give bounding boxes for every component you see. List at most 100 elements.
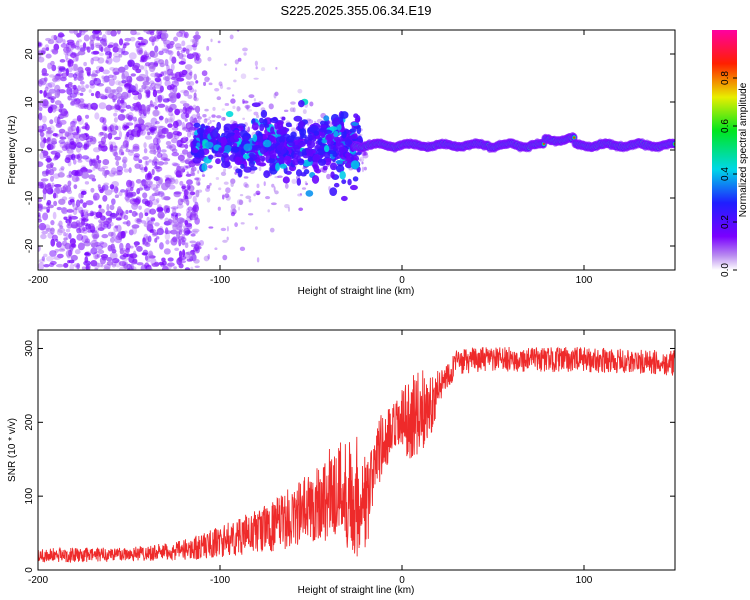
spectrogram-cell bbox=[95, 211, 103, 219]
spectrogram-cell bbox=[190, 233, 196, 237]
spectrogram-cell bbox=[168, 177, 175, 182]
spectrogram-cell bbox=[202, 114, 207, 118]
spectrogram-cell bbox=[40, 183, 48, 190]
spectrogram-cell bbox=[110, 89, 114, 96]
spectrogram-cell bbox=[176, 131, 183, 137]
spectrogram-cell bbox=[149, 31, 155, 36]
spectrogram-cell bbox=[243, 143, 253, 152]
spectrogram-cell bbox=[119, 146, 123, 153]
spectrogram-cell bbox=[48, 92, 53, 98]
spectrogram-cell bbox=[164, 58, 169, 67]
spectrogram-cell bbox=[122, 253, 129, 258]
spectrogram-cell bbox=[233, 79, 237, 83]
spectrogram-cell bbox=[76, 115, 82, 122]
spectrogram-cell bbox=[163, 248, 171, 255]
spectrogram-cell bbox=[81, 266, 86, 270]
spectrogram-cell bbox=[120, 189, 126, 193]
spectrogram-cell bbox=[189, 71, 193, 76]
spectrogram-cell bbox=[341, 179, 347, 185]
snr-x-tick-label: -200 bbox=[28, 575, 48, 586]
spectrogram-cell bbox=[79, 80, 85, 85]
spectrogram-cell bbox=[135, 179, 142, 184]
spectrogram-cell bbox=[105, 51, 112, 56]
spectrogram-cell bbox=[69, 243, 74, 252]
spectrogram-cell bbox=[88, 174, 96, 180]
spectrogram-cell bbox=[173, 266, 177, 270]
spectrogram-cell bbox=[156, 197, 160, 203]
spectrogram-cell bbox=[75, 176, 80, 182]
spectrogram-cell bbox=[185, 48, 190, 55]
spectrogram-cell bbox=[186, 210, 193, 219]
spectrogram-cell bbox=[109, 252, 118, 260]
spectrogram-cell bbox=[138, 117, 143, 124]
spectrogram-cell bbox=[75, 91, 80, 96]
spectrogram-cell bbox=[146, 220, 153, 228]
spectrogram-cell bbox=[291, 178, 297, 185]
spectrogram-cell bbox=[159, 226, 163, 230]
spectrogram-cell bbox=[55, 238, 59, 242]
spectrogram-cell bbox=[113, 136, 121, 140]
spectrogram-cell bbox=[145, 177, 151, 182]
spectrogram-cell bbox=[50, 60, 55, 66]
spectrogram-cell bbox=[316, 148, 326, 156]
spectrogram-cell bbox=[84, 211, 89, 219]
spectrogram-cell bbox=[181, 69, 188, 76]
spectrogram-y-tick-label: 20 bbox=[24, 48, 35, 60]
spectrogram-cell bbox=[208, 226, 214, 229]
spectrogram-cell bbox=[114, 103, 119, 109]
spectrogram-cell bbox=[63, 232, 67, 237]
spectrogram-cell bbox=[97, 57, 105, 64]
spectrogram-cell bbox=[45, 227, 52, 232]
spectrogram-cell bbox=[57, 171, 65, 178]
spectrogram-cell bbox=[190, 187, 194, 190]
spectrogram-cell bbox=[164, 217, 169, 223]
spectrogram-cell bbox=[107, 132, 113, 140]
spectrogram-cell bbox=[143, 50, 148, 57]
spectrogram-cell bbox=[116, 169, 123, 176]
colorbar-tick-label: 0.2 bbox=[720, 215, 731, 229]
spectrogram-cell bbox=[361, 166, 365, 173]
spectrogram-cell bbox=[38, 212, 41, 217]
spectrogram-cell bbox=[156, 145, 162, 154]
spectrogram-cell bbox=[157, 211, 165, 219]
spectrogram-cell bbox=[81, 212, 85, 217]
spectrogram-cell bbox=[118, 108, 127, 112]
spectrogram-cell bbox=[363, 166, 367, 171]
spectrogram-cell bbox=[112, 98, 116, 103]
spectrogram-cell bbox=[169, 144, 177, 152]
spectrogram-cell bbox=[134, 107, 140, 113]
spectrogram-cell bbox=[108, 245, 117, 252]
spectrogram-cell bbox=[231, 94, 235, 97]
spectrogram-cell bbox=[120, 144, 127, 149]
spectrogram-cell bbox=[95, 244, 104, 251]
spectrogram-cell bbox=[170, 229, 178, 235]
spectrogram-cell bbox=[149, 195, 156, 202]
spectrogram-cell bbox=[81, 126, 88, 130]
spectrogram-cell bbox=[139, 65, 144, 70]
spectrogram-cell bbox=[110, 222, 114, 227]
spectrogram-cell bbox=[178, 229, 183, 235]
spectrogram-cell bbox=[107, 126, 113, 133]
spectrogram-cell bbox=[186, 171, 189, 175]
spectrogram-cell bbox=[77, 50, 86, 56]
spectrogram-cell bbox=[100, 46, 104, 53]
spectrogram-cell bbox=[135, 68, 142, 74]
spectrogram-cell bbox=[156, 152, 163, 158]
spectrogram-cell bbox=[170, 176, 175, 180]
spectrogram-cell bbox=[75, 199, 81, 208]
spectrogram-cell bbox=[173, 133, 180, 140]
spectrogram-cell bbox=[136, 218, 143, 223]
spectrogram-cell bbox=[216, 96, 222, 101]
spectrogram-cell bbox=[135, 212, 139, 216]
spectrogram-cell bbox=[96, 253, 101, 258]
spectrogram-cell bbox=[212, 295, 218, 297]
spectrogram-cell bbox=[71, 169, 79, 176]
spectrogram-cell bbox=[89, 39, 95, 47]
spectrogram-cell bbox=[157, 229, 161, 236]
spectrogram-cell bbox=[148, 127, 156, 132]
spectrogram-cell bbox=[79, 92, 84, 96]
spectrogram-cell bbox=[66, 209, 74, 213]
spectrogram-cell bbox=[58, 220, 63, 227]
spectrogram-cell bbox=[179, 100, 187, 104]
